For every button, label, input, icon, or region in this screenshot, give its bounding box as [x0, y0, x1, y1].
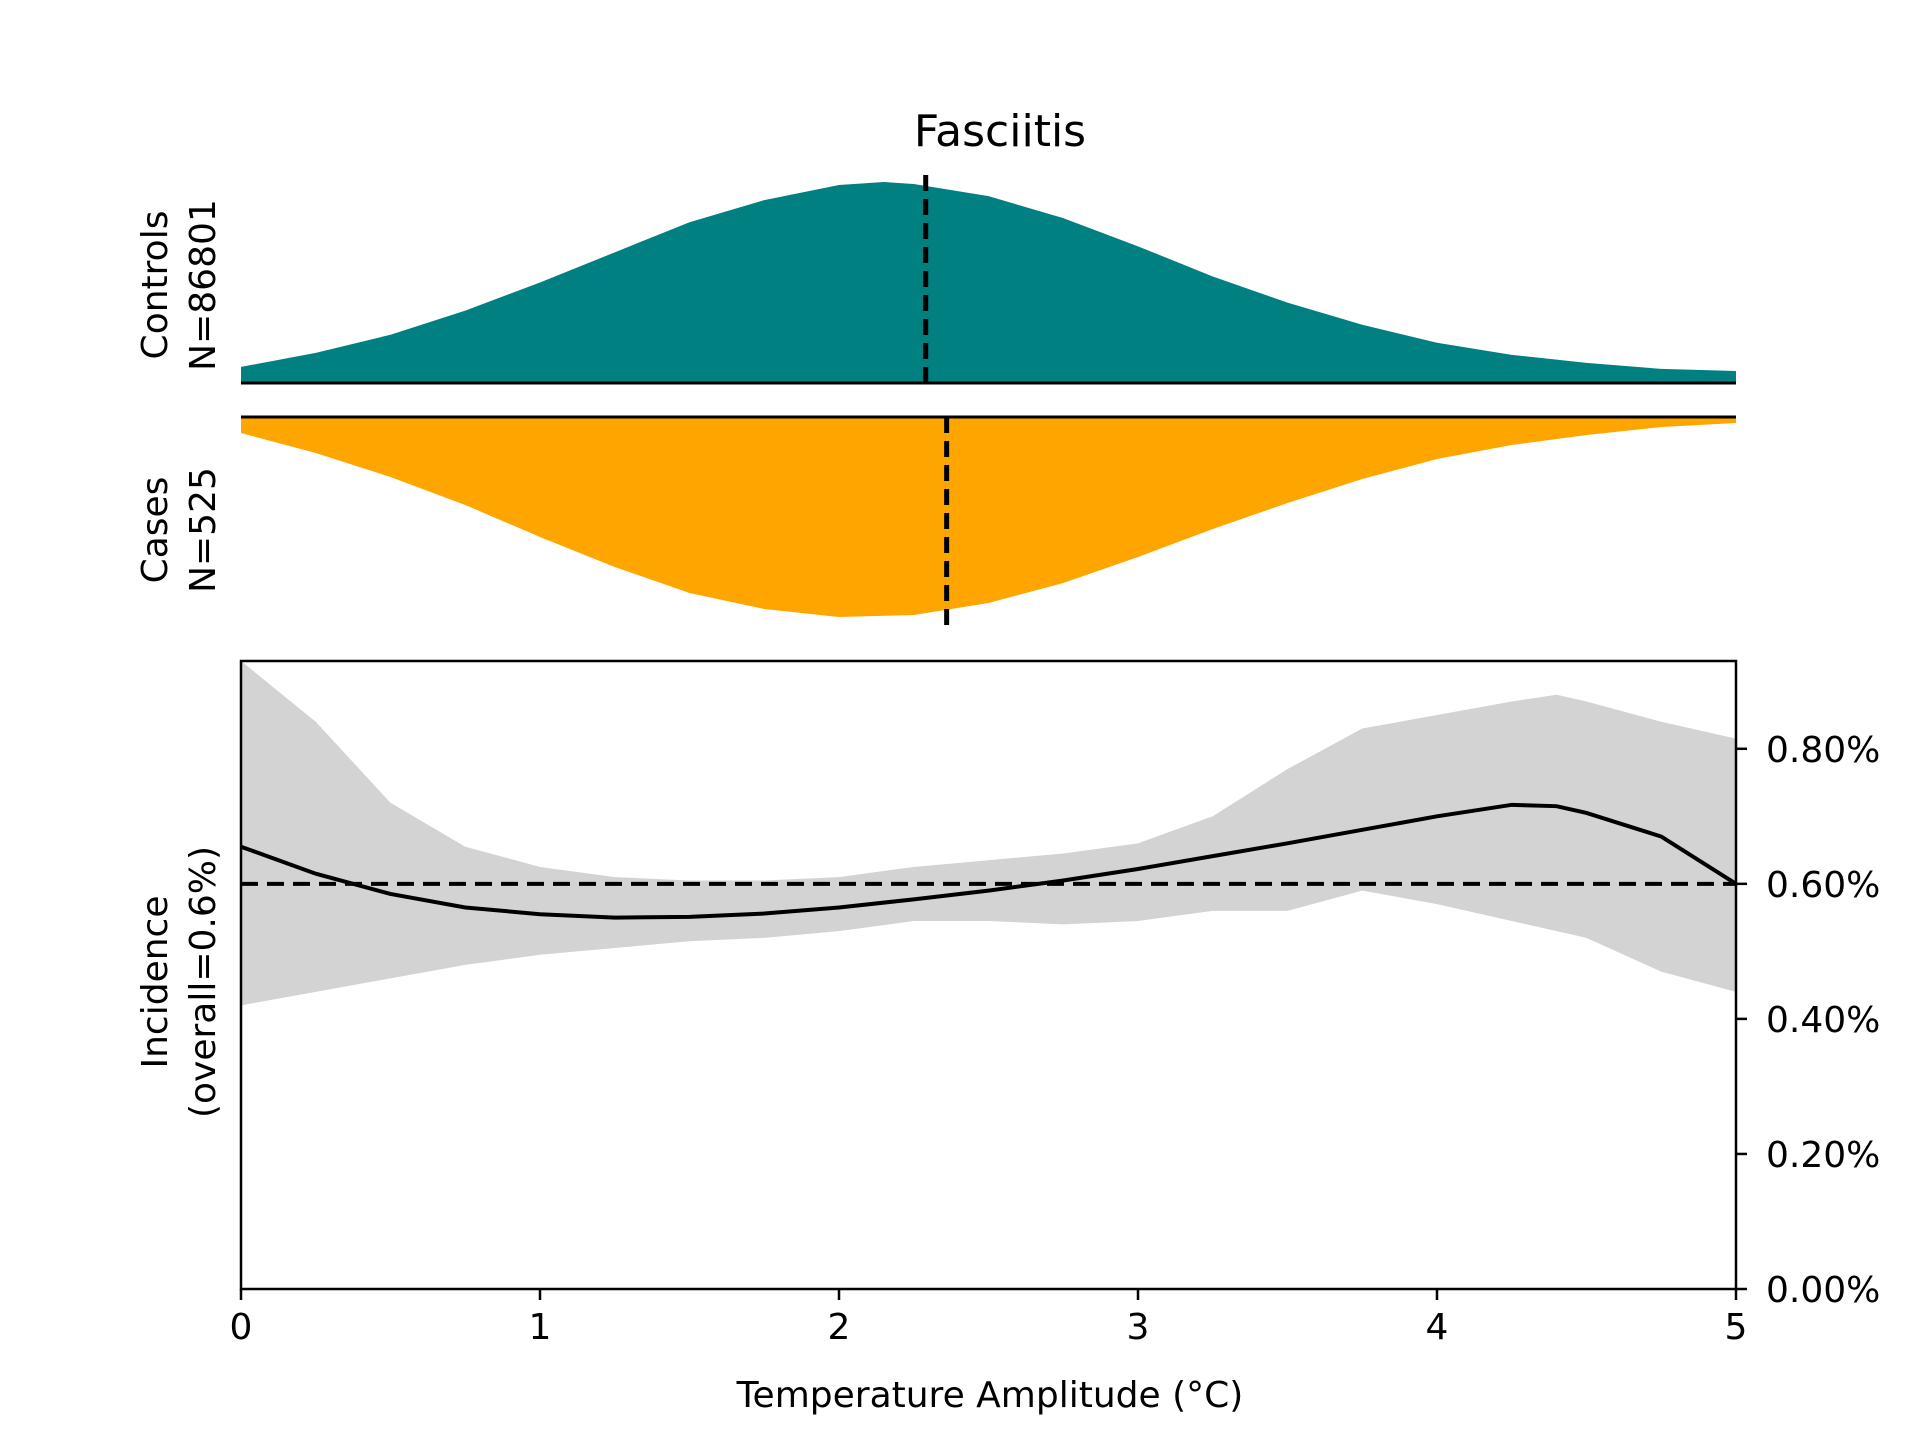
x-tick-label: 4 — [1426, 1307, 1449, 1348]
y-axis-label: Incidence — [135, 896, 176, 1069]
y-tick-label: 0.00% — [1766, 1270, 1880, 1311]
y-axis-label-overall: (overall=0.6%) — [183, 846, 224, 1118]
y-tick-label: 0.40% — [1766, 1000, 1880, 1041]
controls-count: N=86801 — [183, 199, 224, 371]
incidence-panel: 0 1 2 3 4 5 0.00% 0.20% 0.40% 0.60% 0.80% Inciden… — [135, 659, 1880, 1416]
x-tick-label: 5 — [1725, 1307, 1748, 1348]
cases-density-area — [241, 417, 1736, 617]
controls-panel: Controls N=86801 — [135, 173, 1736, 385]
y-tick-label: 0.80% — [1766, 730, 1880, 771]
x-tick-label: 2 — [828, 1307, 851, 1348]
cases-label: Cases — [135, 477, 176, 584]
y-axis-ticks: 0.00% 0.20% 0.40% 0.60% 0.80% — [1736, 730, 1880, 1311]
incidence-line — [240, 802, 1738, 920]
y-tick-label: 0.60% — [1766, 865, 1880, 906]
cases-panel: Cases N=525 — [135, 415, 1736, 625]
cases-count: N=525 — [183, 467, 224, 593]
controls-density-area — [241, 182, 1736, 383]
x-axis-ticks: 0 1 2 3 4 5 — [230, 1289, 1748, 1348]
plot-frame — [239, 659, 1738, 1291]
controls-label: Controls — [135, 211, 176, 360]
confidence-band — [241, 661, 1736, 1006]
x-tick-label: 0 — [230, 1307, 253, 1348]
x-axis-label: Temperature Amplitude (°C) — [736, 1375, 1244, 1416]
x-tick-label: 3 — [1127, 1307, 1150, 1348]
chart-title: Fasciitis — [914, 106, 1086, 157]
y-tick-label: 0.20% — [1766, 1135, 1880, 1176]
x-tick-label: 1 — [529, 1307, 552, 1348]
